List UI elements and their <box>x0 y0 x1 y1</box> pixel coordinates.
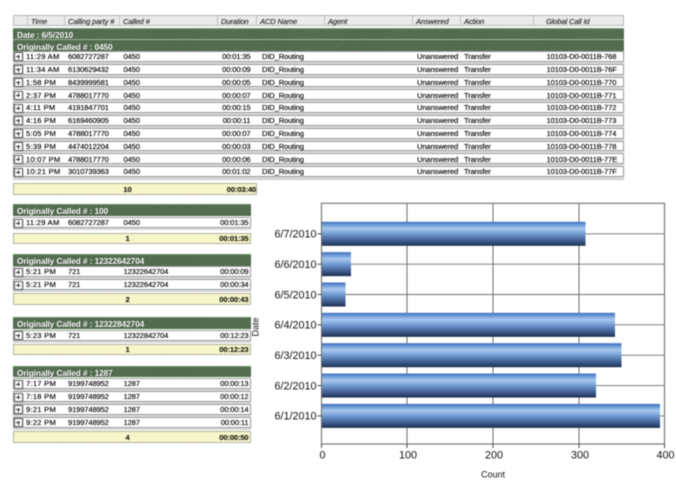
svg-text:Date: Date <box>251 317 261 336</box>
svg-text:6/5/2010: 6/5/2010 <box>274 289 316 301</box>
svg-text:400: 400 <box>656 450 674 462</box>
svg-text:0: 0 <box>319 450 325 462</box>
svg-text:300: 300 <box>571 450 589 462</box>
svg-text:6/3/2010: 6/3/2010 <box>274 350 316 362</box>
svg-text:6/7/2010: 6/7/2010 <box>274 229 316 241</box>
svg-text:6/4/2010: 6/4/2010 <box>274 320 316 332</box>
svg-text:6/1/2010: 6/1/2010 <box>274 411 316 423</box>
svg-text:200: 200 <box>485 450 503 462</box>
svg-text:100: 100 <box>399 450 417 462</box>
svg-text:Count: Count <box>481 470 506 480</box>
svg-text:6/2/2010: 6/2/2010 <box>274 380 316 392</box>
svg-text:6/6/2010: 6/6/2010 <box>274 259 316 271</box>
